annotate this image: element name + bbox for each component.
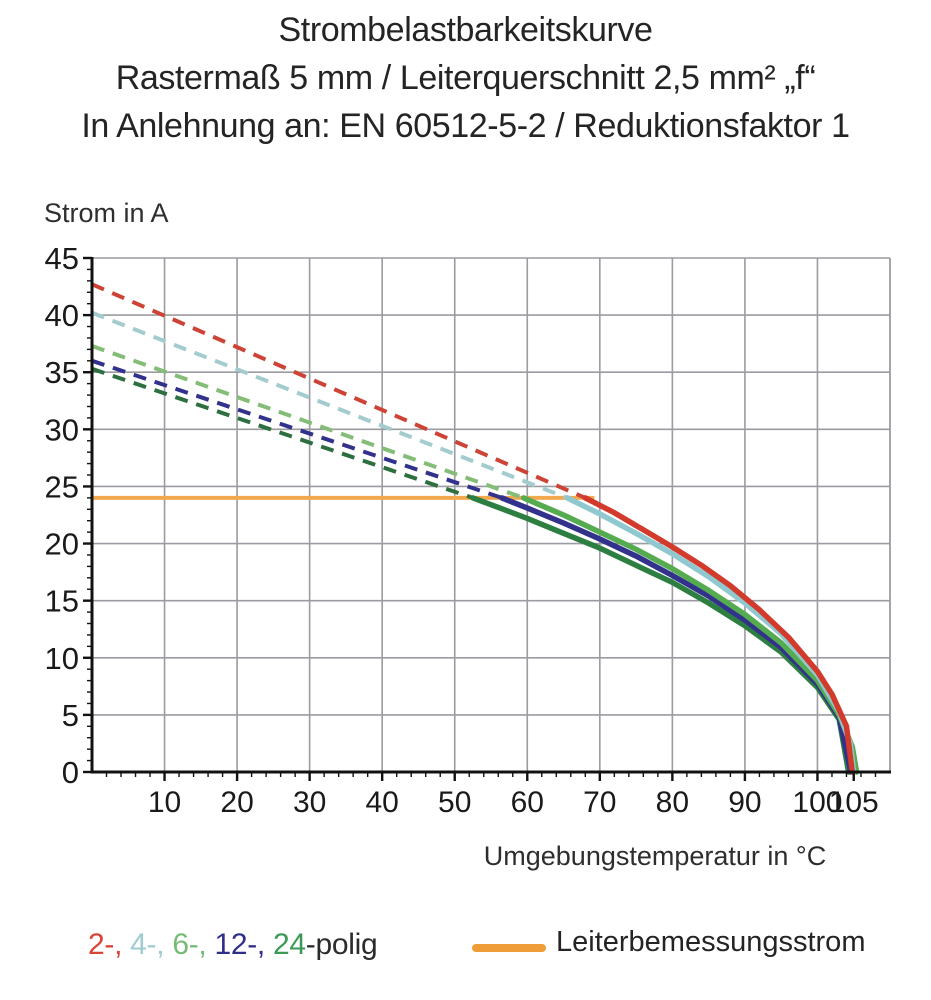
y-tick-label: 15 bbox=[45, 584, 79, 619]
chart-title-line-1: Strombelastbarkeitskurve bbox=[278, 11, 653, 49]
y-tick-label: 0 bbox=[62, 755, 79, 790]
legend-row: 2-, 4-, 6-, 12-, 24-polig Leiterbemessun… bbox=[0, 926, 931, 976]
series-12-polig-dashed bbox=[91, 358, 503, 500]
series-12-polig-solid bbox=[499, 495, 854, 775]
y-tick-label: 5 bbox=[62, 698, 79, 733]
y-axis-title: Strom in A bbox=[44, 198, 169, 228]
x-tick-label: 60 bbox=[511, 786, 544, 819]
x-tick-label: 100 bbox=[792, 786, 842, 819]
x-tick-label: 30 bbox=[293, 786, 326, 819]
series-2-polig-dashed bbox=[91, 282, 587, 500]
x-tick-label: 10 bbox=[148, 786, 181, 819]
legend-segment-5: -polig bbox=[305, 928, 378, 961]
x-tick-label: 90 bbox=[728, 786, 761, 819]
x-tick-label: 80 bbox=[656, 786, 689, 819]
rated-current-swatch bbox=[472, 944, 546, 952]
legend-segment-3: 12-, bbox=[206, 928, 265, 961]
series-6-polig-dashed bbox=[91, 344, 525, 500]
y-tick-label: 35 bbox=[45, 355, 79, 390]
x-tick-label: 105 bbox=[829, 786, 879, 819]
rated-current-label: Leiterbemessungsstrom bbox=[556, 926, 866, 958]
legend-segment-2: 6-, bbox=[164, 928, 207, 961]
x-axis-title: Umgebungstemperatur in °C bbox=[483, 841, 827, 871]
y-tick-label: 30 bbox=[45, 412, 79, 447]
chart-title-block: Strombelastbarkeitskurve Rastermaß 5 mm … bbox=[0, 6, 931, 150]
y-tick-label: 45 bbox=[45, 241, 79, 276]
y-tick-label: 20 bbox=[45, 527, 79, 562]
x-tick-label: 40 bbox=[365, 786, 398, 819]
y-tick-label: 25 bbox=[45, 469, 79, 504]
x-tick-label: 50 bbox=[438, 786, 471, 819]
series-4-polig-dashed bbox=[91, 310, 568, 500]
x-tick-label: 70 bbox=[583, 786, 616, 819]
chart-title-line-2: Rastermaß 5 mm / Leiterquerschnitt 2,5 m… bbox=[115, 59, 816, 97]
series-2-polig-solid bbox=[582, 495, 856, 775]
legend-segment-4: 24 bbox=[264, 928, 306, 961]
y-tick-label: 40 bbox=[45, 298, 79, 333]
legend-segment-1: 4-, bbox=[122, 928, 165, 961]
chart-title-line-3: In Anlehnung an: EN 60512-5-2 / Reduktio… bbox=[81, 107, 850, 145]
legend-segment-0: 2-, bbox=[88, 928, 123, 961]
x-tick-label: 20 bbox=[220, 786, 253, 819]
series-24-polig-dashed bbox=[91, 366, 474, 500]
legend-pole-variants: 2-, 4-, 6-, 12-, 24-polig bbox=[88, 928, 378, 962]
y-tick-label: 10 bbox=[45, 641, 79, 676]
